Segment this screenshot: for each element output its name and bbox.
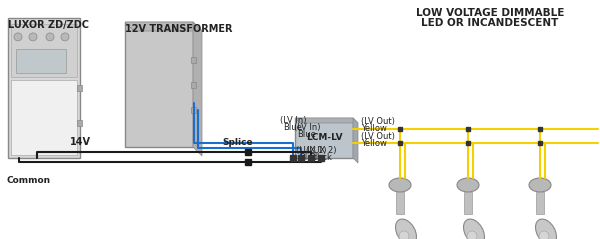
Circle shape xyxy=(61,33,69,41)
Polygon shape xyxy=(125,22,202,31)
Circle shape xyxy=(46,33,54,41)
Text: Yellow: Yellow xyxy=(361,139,387,148)
Text: Blue: Blue xyxy=(284,123,302,132)
FancyBboxPatch shape xyxy=(464,192,472,214)
Text: Black: Black xyxy=(299,153,322,162)
Text: 14V: 14V xyxy=(70,137,91,147)
Polygon shape xyxy=(353,118,358,163)
Text: LCM-LV: LCM-LV xyxy=(305,134,343,142)
FancyBboxPatch shape xyxy=(396,192,404,214)
Text: (LV In): (LV In) xyxy=(294,123,320,132)
Text: Yellow: Yellow xyxy=(361,124,387,133)
Text: Common: Common xyxy=(7,176,51,185)
Text: Splice: Splice xyxy=(223,138,253,147)
FancyBboxPatch shape xyxy=(77,85,82,91)
Circle shape xyxy=(539,231,549,239)
Polygon shape xyxy=(295,118,358,123)
FancyBboxPatch shape xyxy=(11,80,77,155)
FancyBboxPatch shape xyxy=(536,192,544,214)
Text: 12V TRANSFORMER: 12V TRANSFORMER xyxy=(125,24,233,34)
Ellipse shape xyxy=(389,178,411,192)
Circle shape xyxy=(14,33,22,41)
FancyBboxPatch shape xyxy=(191,81,196,87)
FancyBboxPatch shape xyxy=(8,18,80,158)
Text: LED OR INCANDESCENT: LED OR INCANDESCENT xyxy=(421,18,559,28)
Ellipse shape xyxy=(457,178,479,192)
Ellipse shape xyxy=(536,219,556,239)
Text: (LUX 1): (LUX 1) xyxy=(296,146,326,155)
Text: Blue: Blue xyxy=(298,130,316,139)
Text: (LV Out): (LV Out) xyxy=(361,117,395,126)
Text: LUXOR ZD/ZDC: LUXOR ZD/ZDC xyxy=(8,20,89,30)
Ellipse shape xyxy=(529,178,551,192)
Ellipse shape xyxy=(464,219,484,239)
FancyBboxPatch shape xyxy=(11,24,77,77)
Circle shape xyxy=(467,231,477,239)
Text: (LUX 2): (LUX 2) xyxy=(306,146,336,155)
FancyBboxPatch shape xyxy=(295,118,353,158)
Text: (LV Out): (LV Out) xyxy=(361,132,395,141)
Text: Black: Black xyxy=(310,153,332,162)
Circle shape xyxy=(29,33,37,41)
FancyBboxPatch shape xyxy=(125,22,193,147)
Text: (LV In): (LV In) xyxy=(280,116,306,125)
Ellipse shape xyxy=(395,219,416,239)
FancyBboxPatch shape xyxy=(77,120,82,126)
Circle shape xyxy=(399,231,409,239)
FancyBboxPatch shape xyxy=(191,107,196,113)
FancyBboxPatch shape xyxy=(191,56,196,63)
FancyBboxPatch shape xyxy=(16,49,66,73)
Polygon shape xyxy=(193,22,202,156)
Text: LOW VOLTAGE DIMMABLE: LOW VOLTAGE DIMMABLE xyxy=(416,8,564,18)
